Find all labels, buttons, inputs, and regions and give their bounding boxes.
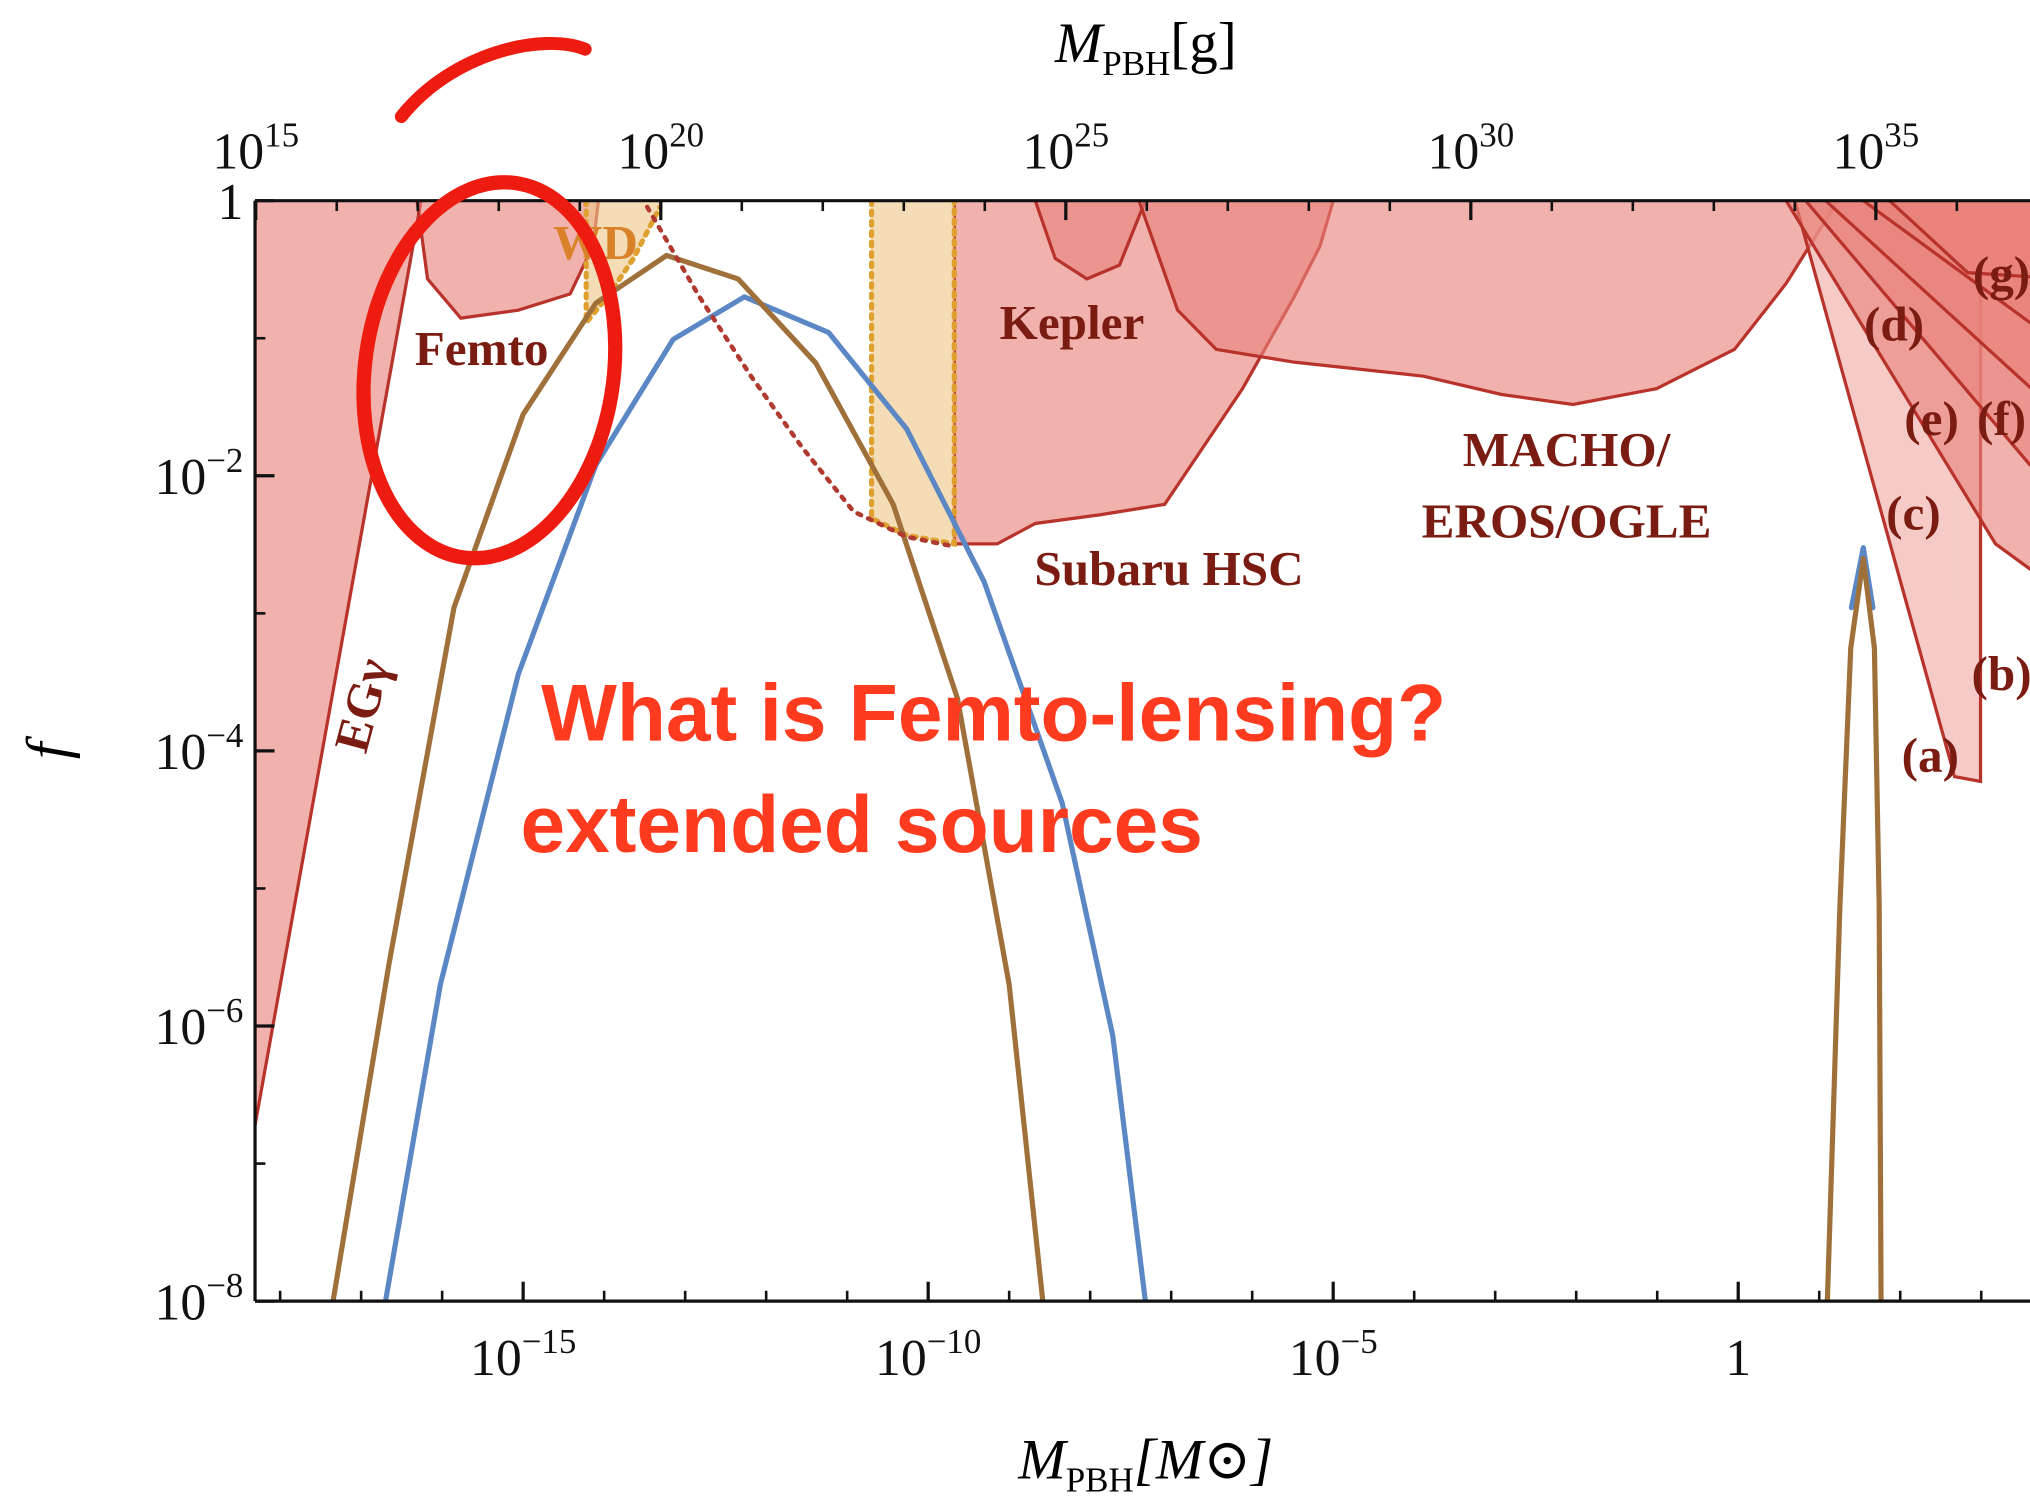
annotation: What is Femto-lensing? (541, 669, 1446, 759)
region-label: (f) (1977, 391, 2026, 446)
annotation: extended sources (520, 780, 1202, 870)
y-tick-label-exponent: −4 (206, 716, 243, 755)
x-tick-label: 1 (1725, 1330, 1751, 1387)
x-tick-label-exponent: −5 (1340, 1322, 1377, 1361)
y-tick-label-base: 10 (154, 1274, 206, 1331)
region-label: MACHO/ (1463, 422, 1672, 477)
region-label: Subaru HSC (1034, 541, 1303, 596)
x-tick-label-base: 10 (875, 1330, 927, 1387)
page: EGγFemtoWDSubaru HSCKeplerMACHO/EROS/OGL… (0, 0, 2030, 1507)
x2-tick-label-exponent: 15 (264, 115, 299, 154)
x-label-unit: [M⊙] (1134, 1429, 1274, 1492)
region-label: (c) (1886, 486, 1941, 541)
x2-tick-label-base: 10 (212, 123, 264, 180)
x2-tick-label-base: 10 (1832, 123, 1884, 180)
x2-tick-label-exponent: 25 (1074, 115, 1109, 154)
x2-axis-label: MPBH[g] (1054, 12, 1237, 83)
y-tick-label-exponent: −8 (206, 1266, 243, 1305)
y-tick-label-base: 10 (154, 999, 206, 1056)
x-axis-label: MPBH[M⊙] (1017, 1429, 1273, 1500)
x2-tick-label-exponent: 20 (669, 115, 704, 154)
y-tick-label: 10−6 (154, 991, 243, 1056)
y-axis-label: f (14, 735, 80, 759)
x2-tick-label: 1015 (212, 115, 299, 180)
y-tick-label: 10−4 (154, 716, 243, 781)
x2-tick-label-exponent: 30 (1479, 115, 1514, 154)
y-tick-label: 10−2 (154, 441, 243, 506)
region-label: (a) (1902, 728, 1959, 783)
x-tick-label-base: 10 (470, 1330, 522, 1387)
x-tick-label-base: 10 (1289, 1330, 1341, 1387)
x2-label-unit: [g] (1170, 12, 1236, 75)
y-tick-label: 1 (218, 174, 244, 231)
y-tick-label: 10−8 (154, 1266, 243, 1331)
region-label: Kepler (1000, 295, 1145, 350)
x-tick-label: 10−15 (470, 1322, 576, 1387)
chart: EGγFemtoWDSubaru HSCKeplerMACHO/EROS/OGL… (0, 0, 2030, 1507)
region-label: (g) (1973, 246, 2030, 301)
x-tick-label-exponent: −10 (927, 1322, 982, 1361)
x-label-subscript: PBH (1066, 1460, 1134, 1499)
x2-tick-label: 1035 (1832, 115, 1919, 180)
x2-tick-label-exponent: 35 (1884, 115, 1919, 154)
x2-tick-label: 1030 (1427, 115, 1514, 180)
y-tick-label-exponent: −6 (206, 991, 243, 1030)
y-tick-label-exponent: −2 (206, 441, 243, 480)
circle-stroke (401, 43, 585, 116)
y-tick-label-base: 10 (154, 724, 206, 781)
x2-tick-label-base: 10 (617, 123, 669, 180)
y-tick-label-base: 10 (154, 449, 206, 506)
x2-label-symbol: M (1054, 12, 1106, 75)
x2-label-subscript: PBH (1102, 44, 1170, 83)
x-label-symbol: M (1017, 1429, 1069, 1492)
x-tick-label: 10−5 (1289, 1322, 1378, 1387)
x2-tick-label: 1020 (617, 115, 704, 180)
region-label: EROS/OGLE (1422, 493, 1712, 548)
x2-tick-label-base: 10 (1022, 123, 1074, 180)
x-tick-label: 10−10 (875, 1322, 981, 1387)
region-label: (d) (1864, 297, 1924, 352)
region-label: (e) (1904, 391, 1959, 446)
x-tick-label-exponent: −15 (522, 1322, 577, 1361)
x2-tick-label: 1025 (1022, 115, 1109, 180)
x2-tick-label-base: 10 (1427, 123, 1479, 180)
region-label: Femto (415, 321, 549, 376)
region-label: (b) (1971, 646, 2030, 701)
